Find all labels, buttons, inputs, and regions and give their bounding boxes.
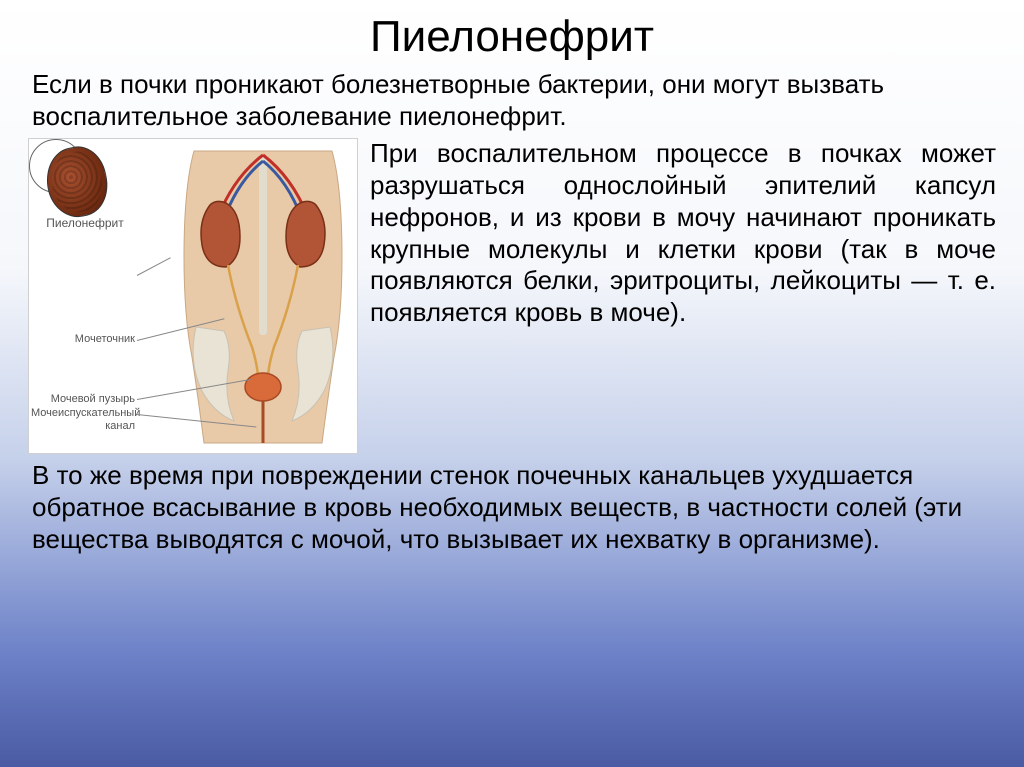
label-pyelonephritis: Пиелонефрит bbox=[35, 217, 135, 230]
mid-row: Пиелонефрит Мочеточник Мочевой пузырь Мо… bbox=[28, 138, 996, 454]
diagram-column: Пиелонефрит Мочеточник Мочевой пузырь Мо… bbox=[28, 138, 358, 454]
label-bladder: Мочевой пузырь bbox=[31, 393, 135, 405]
intro-text: Если в почки проникают болезнетворные ба… bbox=[28, 68, 996, 132]
lead-line bbox=[137, 258, 171, 277]
paragraph-1: При воспалительном процессе в почках мож… bbox=[370, 138, 996, 454]
label-ureter: Мочеточник bbox=[35, 333, 135, 345]
slide: Пиелонефрит Если в почки проникают болез… bbox=[0, 0, 1024, 767]
paragraph-2: В то же время при повреждении стенок поч… bbox=[28, 458, 996, 555]
page-title: Пиелонефрит bbox=[28, 12, 996, 62]
anatomy-diagram: Пиелонефрит Мочеточник Мочевой пузырь Мо… bbox=[28, 138, 358, 454]
label-urethra: Мочеиспускательный канал bbox=[31, 407, 135, 431]
torso-svg bbox=[174, 147, 352, 447]
